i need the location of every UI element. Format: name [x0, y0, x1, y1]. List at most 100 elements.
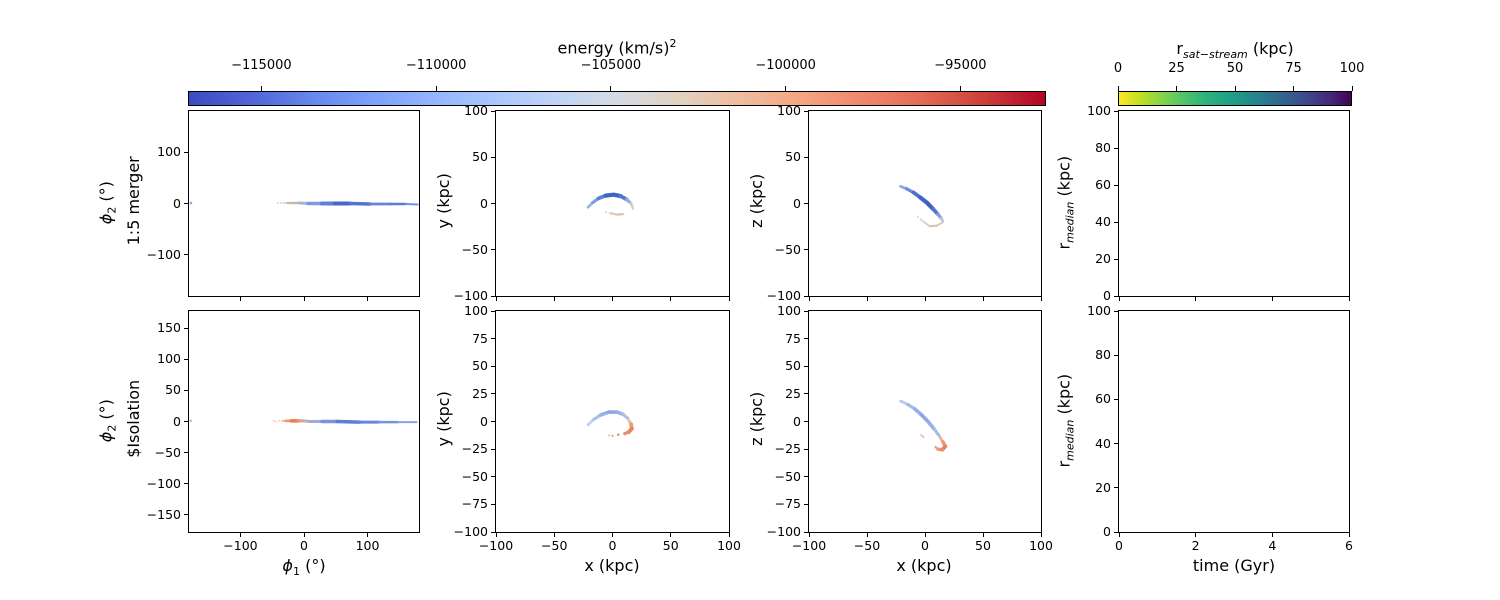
x-tick-isolation-x-y [553, 533, 555, 537]
stream-dot [189, 419, 193, 423]
ylabel-phi2-merger: ϕ2 (°) [96, 96, 118, 310]
energy-colorbar-tick-label: −115000 [231, 58, 292, 73]
x-tick-label-isolation-x-y: −50 [541, 538, 568, 553]
y-tick-label-isolation-phi1-phi2: 100 [157, 351, 181, 367]
y-tick-label-isolation-x-z: 100 [777, 303, 801, 318]
ylabel-phi2-isolation: ϕ2 (°) [96, 314, 119, 528]
stream-segment [621, 412, 630, 420]
energy-colorbar-tick [435, 86, 437, 91]
y-tick-merger-rmedian-time [1114, 258, 1118, 260]
y-tick-isolation-x-y [491, 310, 495, 312]
y-tick-label-merger-x-y: 100 [464, 103, 488, 118]
phi-sub: 2 [105, 424, 119, 432]
stream-dot [275, 420, 277, 423]
rsat-colorbar-tick-label: 75 [1285, 61, 1302, 76]
y-tick-label-merger-rmedian-time: 20 [1095, 251, 1111, 266]
y-tick-isolation-x-y [491, 476, 495, 478]
y-tick-label-merger-x-y: 50 [472, 149, 488, 165]
y-tick-merger-phi1-phi2 [184, 254, 188, 256]
y-tick-label-merger-rmedian-time: 0 [1103, 288, 1111, 303]
y-tick-isolation-x-z [804, 338, 808, 340]
xlabel-phi1: ϕ1 (°) [204, 557, 404, 578]
stream-dot [604, 211, 608, 214]
rsat-colorbar-tick [1351, 86, 1353, 91]
plot-panel-isolation-phi1-phi2 [188, 310, 420, 533]
energy-colorbar-tick-label: −105000 [580, 58, 642, 73]
y-tick-label-isolation-x-y: −75 [461, 496, 488, 512]
ylabel-rmedian-row0: rmedian (kpc) [1054, 96, 1076, 310]
stream-scatter-merger-x-y [586, 192, 635, 216]
x-tick-isolation-x-y [670, 533, 672, 537]
y-tick-isolation-rmedian-time [1114, 310, 1118, 312]
x-tick-label-isolation-x-z: 100 [1029, 538, 1053, 553]
y-tick-merger-rmedian-time [1114, 221, 1118, 223]
y-tick-merger-x-y [491, 203, 495, 204]
y-tick-isolation-x-y [491, 338, 495, 340]
y-tick-label-isolation-x-z: −100 [766, 524, 801, 539]
x-tick-merger-x-z [866, 297, 868, 301]
x-tick-merger-phi1-phi2 [367, 297, 369, 301]
stream-segment [623, 430, 631, 436]
y-tick-merger-rmedian-time [1114, 147, 1118, 149]
x-tick-merger-rmedian-time [1195, 297, 1197, 301]
y-tick-isolation-x-z [804, 393, 808, 395]
rsat-colorbar-tick-label: 25 [1168, 61, 1185, 76]
phi-unit: (°) [96, 181, 116, 207]
y-tick-label-isolation-phi1-phi2: 150 [157, 320, 181, 336]
y-tick-isolation-x-z [804, 365, 808, 367]
y-tick-label-merger-rmedian-time: 100 [1087, 103, 1111, 118]
y-tick-isolation-phi1-phi2 [184, 421, 188, 422]
rsat-colorbar-title-sub: sat−stream [1182, 48, 1248, 62]
phi-symbol: ϕ [96, 213, 116, 225]
y-tick-label-isolation-x-z: 75 [785, 330, 801, 346]
y-tick-label-isolation-x-y: 0 [480, 413, 488, 429]
x-tick-isolation-x-z [924, 533, 926, 537]
energy-colorbar [188, 91, 1046, 106]
y-tick-merger-rmedian-time [1114, 110, 1118, 112]
rmedian-r: r [1054, 242, 1074, 250]
x-tick-merger-x-y [495, 297, 497, 301]
stream-dot [276, 201, 279, 204]
y-tick-label-merger-phi1-phi2: 0 [173, 195, 181, 211]
rsat-colorbar-tick [1234, 86, 1236, 91]
x-tick-label-isolation-phi1-phi2: 0 [300, 538, 308, 553]
stream-segment [919, 218, 925, 223]
x-tick-isolation-x-y [728, 533, 730, 537]
x-tick-isolation-rmedian-time [1195, 533, 1197, 537]
rsat-colorbar-title-text: r [1176, 39, 1183, 58]
y-tick-isolation-rmedian-time [1114, 487, 1118, 489]
xlabel-x-kpc-col2: x (kpc) [824, 557, 1024, 575]
stream-dot [280, 201, 283, 204]
x-tick-merger-phi1-phi2 [239, 297, 241, 301]
x-tick-isolation-rmedian-time [1271, 533, 1273, 537]
x-tick-isolation-x-z [982, 533, 984, 537]
xlabel-time: time (Gyr) [1134, 557, 1334, 575]
rsat-colorbar-tick-label: 50 [1226, 61, 1244, 76]
y-tick-label-isolation-x-z: 0 [793, 413, 801, 429]
rsat-colorbar-tick [1117, 86, 1119, 91]
y-tick-label-isolation-x-y: −100 [453, 524, 488, 539]
ylabel-rmedian-row1: rmedian (kpc) [1054, 314, 1076, 528]
phi-symbol: ϕ [96, 431, 116, 443]
x-tick-isolation-x-y [495, 533, 497, 537]
x-tick-merger-x-y [670, 297, 672, 301]
phi1-unit: (°) [299, 556, 326, 575]
x-tick-isolation-x-z [866, 533, 868, 537]
stream-segment [631, 205, 635, 210]
rmedian-r: r [1054, 460, 1074, 468]
y-tick-label-isolation-rmedian-time: 0 [1103, 524, 1111, 539]
x-tick-merger-x-y [553, 297, 555, 301]
y-tick-label-merger-rmedian-time: 60 [1095, 177, 1111, 192]
y-tick-label-isolation-x-y: 25 [472, 385, 488, 401]
energy-colorbar-title: energy (km/s)2 [188, 37, 1046, 57]
stream-segment [939, 217, 945, 223]
x-tick-label-isolation-x-z: 50 [975, 538, 991, 553]
y-tick-isolation-phi1-phi2 [184, 327, 188, 329]
energy-colorbar-tick [610, 86, 612, 91]
y-tick-label-isolation-phi1-phi2: 0 [173, 413, 181, 429]
x-tick-merger-x-y [728, 297, 730, 301]
x-tick-merger-x-z [1040, 297, 1042, 301]
y-tick-label-isolation-phi1-phi2: −150 [146, 506, 181, 522]
y-tick-label-merger-x-z: −100 [766, 288, 801, 303]
y-tick-label-merger-x-z: 100 [777, 103, 801, 118]
